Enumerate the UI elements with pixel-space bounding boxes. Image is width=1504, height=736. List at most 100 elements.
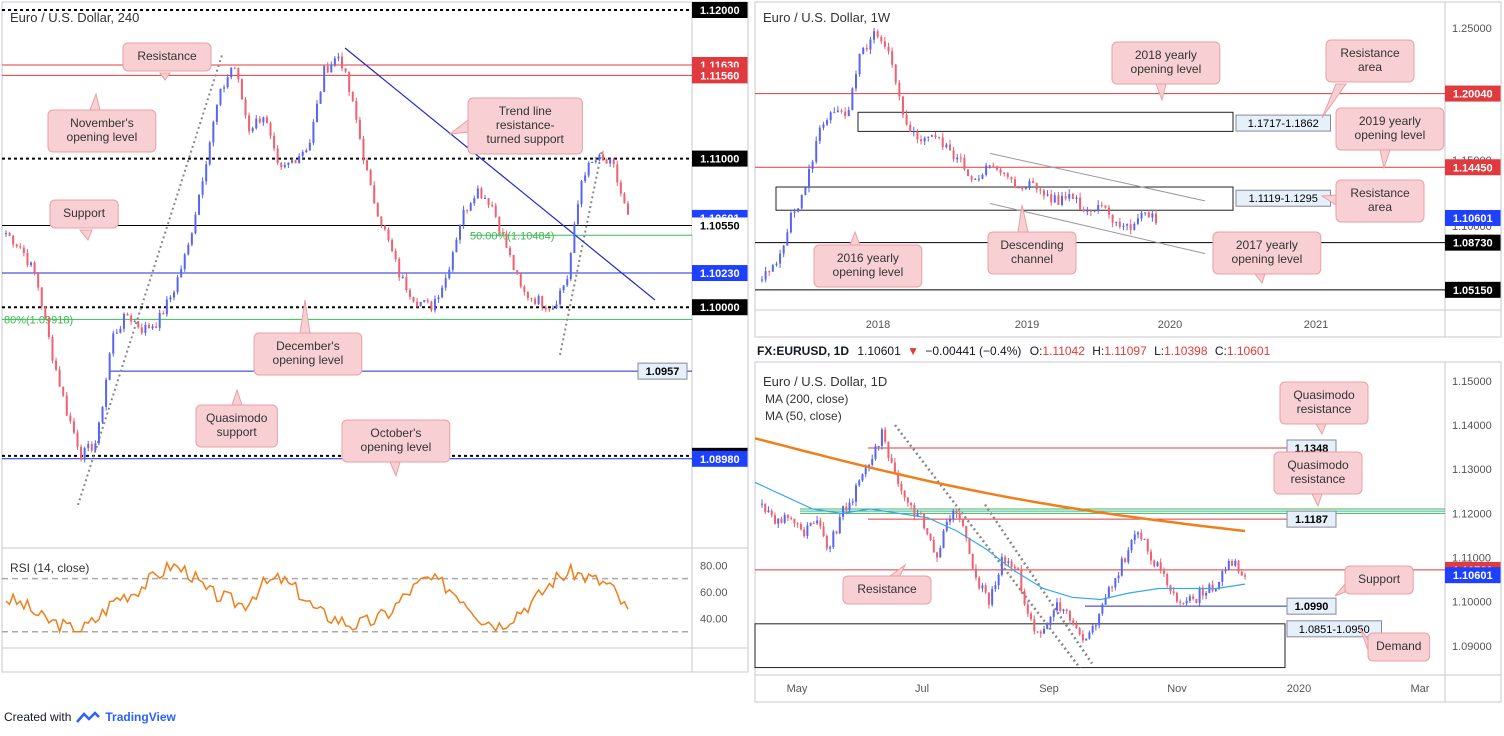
candle-daily-candle	[1017, 568, 1020, 570]
candle-weekly-candle	[793, 211, 796, 213]
candle-daily-candle	[958, 513, 961, 520]
note-support-daily-pointer	[1334, 582, 1346, 597]
candle-daily-candle	[761, 503, 763, 505]
candle-4h-candle	[115, 332, 118, 334]
candle-weekly-candle	[941, 137, 944, 148]
price-tag-weekly-label: 1.08730	[1453, 238, 1493, 250]
candle-daily-candle	[974, 568, 977, 578]
candle-4h-candle	[273, 135, 276, 149]
candle-weekly-candle	[858, 53, 861, 75]
note-dec-open: December's opening level	[273, 339, 344, 367]
x-tick-weekly: 2018	[866, 319, 890, 331]
candle-4h-candle	[416, 301, 419, 307]
candle-weekly-candle	[826, 120, 829, 125]
candle-daily-candle	[1068, 610, 1071, 621]
note-support-box	[49, 199, 119, 229]
candle-weekly-candle	[1050, 194, 1053, 203]
candle-daily-candle	[806, 525, 809, 537]
candle-daily-candle	[978, 577, 981, 589]
candle-4h-candle	[108, 353, 111, 380]
price-tag-4h-label: 1.10000	[700, 302, 740, 314]
candle-daily-candle	[1023, 591, 1026, 605]
candle-4h-candle	[341, 56, 344, 69]
x-tick-daily: Jul	[915, 683, 929, 695]
candle-daily-candle	[1085, 638, 1088, 641]
candle-daily-candle	[1127, 550, 1130, 563]
candle-daily-candle	[1224, 570, 1227, 572]
rsi-tick: 60.00	[700, 587, 728, 599]
candle-4h-candle	[147, 324, 150, 329]
candle-daily-candle	[906, 497, 909, 503]
candle-weekly-candle	[1068, 194, 1071, 199]
price-tag-daily-box	[1286, 597, 1337, 615]
candle-daily-candle	[1124, 558, 1127, 563]
candle-4h-candle	[373, 185, 376, 204]
candle-daily-candle	[1227, 561, 1230, 571]
candle-daily-candle	[994, 585, 997, 589]
candle-weekly-candle	[880, 36, 883, 42]
y-tick-daily: 1.10000	[1452, 597, 1492, 609]
candle-daily-candle	[1059, 602, 1062, 612]
candle-weekly-candle	[1097, 205, 1100, 211]
candle-weekly-candle	[974, 178, 977, 180]
candle-weekly-candle	[959, 157, 962, 159]
candle-daily-candle	[799, 524, 802, 530]
candle-daily-candle	[1101, 604, 1104, 614]
candle-4h-candle	[516, 270, 519, 274]
candle-daily-candle	[991, 588, 994, 605]
candle-4h-candle	[233, 67, 236, 69]
candle-daily-candle	[829, 547, 832, 549]
note-support-daily-box	[1344, 565, 1414, 595]
candle-weekly-candle	[1024, 188, 1027, 190]
candle-4h-candle	[144, 324, 147, 333]
price-tag-weekly-box	[1445, 85, 1501, 102]
high-value: 1.11097	[1104, 344, 1147, 358]
candle-4h-candle	[355, 101, 358, 120]
candle-weekly-candle	[948, 144, 951, 151]
candle-daily-candle	[767, 510, 770, 513]
x-tick-weekly: 2019	[1015, 319, 1039, 331]
candle-4h-candle	[358, 119, 361, 139]
dotted-trendline-1	[77, 54, 223, 506]
candle-4h-candle	[469, 203, 472, 211]
candle-weekly-candle	[1053, 195, 1056, 203]
price-tag-weekly-box	[1445, 209, 1501, 226]
candle-daily-candle	[965, 525, 968, 538]
candle-daily-candle	[1211, 584, 1214, 592]
candle-4h-candle	[251, 128, 254, 132]
candle-4h-candle	[351, 91, 354, 102]
candle-weekly-candle	[764, 271, 767, 280]
candle-daily-candle	[1201, 587, 1204, 596]
candle-daily-candle	[1062, 609, 1065, 612]
candle-4h-candle	[619, 182, 622, 194]
price-tag-4h-box	[692, 67, 748, 84]
candle-weekly-candle	[865, 47, 868, 50]
candle-daily-candle	[848, 502, 851, 510]
candle-daily-candle	[1055, 602, 1058, 611]
candle-daily-candle	[1075, 624, 1078, 629]
candle-daily-candle	[1114, 578, 1117, 588]
candle-daily-candle	[1010, 561, 1013, 567]
candle-4h-candle	[287, 162, 290, 165]
note-nov-open: November's opening level	[67, 116, 138, 144]
candle-4h-candle	[387, 229, 390, 241]
symbol-price: 1.10601	[857, 344, 901, 358]
candle-daily-candle	[939, 548, 942, 558]
candle-weekly-candle	[833, 112, 836, 114]
candle-4h-candle	[180, 269, 183, 278]
footer-brand[interactable]: TradingView	[105, 710, 176, 724]
y-tick-daily: 1.13000	[1452, 464, 1492, 476]
zone-tag-label: 1.1119-1.1295	[1249, 193, 1318, 205]
candle-weekly-candle	[1042, 190, 1045, 196]
candle-weekly-candle	[956, 157, 959, 160]
candle-4h-candle	[591, 161, 594, 163]
note-oct-open-pointer	[389, 461, 401, 478]
candle-daily-candle	[1198, 587, 1201, 603]
candle-daily-candle	[1166, 573, 1169, 586]
candle-4h-candle	[140, 327, 143, 333]
dotted-channel-1	[894, 424, 1081, 669]
x-tick-weekly: 2021	[1304, 319, 1328, 331]
price-tag-4h-box	[692, 150, 748, 167]
note-resistance-daily-box	[842, 575, 932, 605]
candle-4h-candle	[555, 304, 558, 309]
